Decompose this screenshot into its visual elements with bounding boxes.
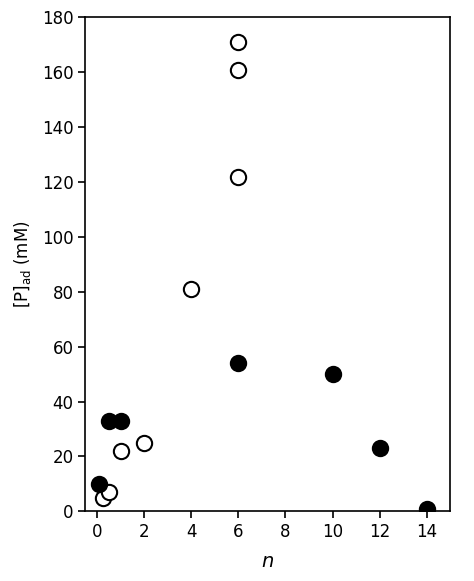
X-axis label: n: n: [262, 552, 274, 571]
Y-axis label: [P]$_{\mathrm{ad}}$ (mM): [P]$_{\mathrm{ad}}$ (mM): [12, 221, 34, 308]
